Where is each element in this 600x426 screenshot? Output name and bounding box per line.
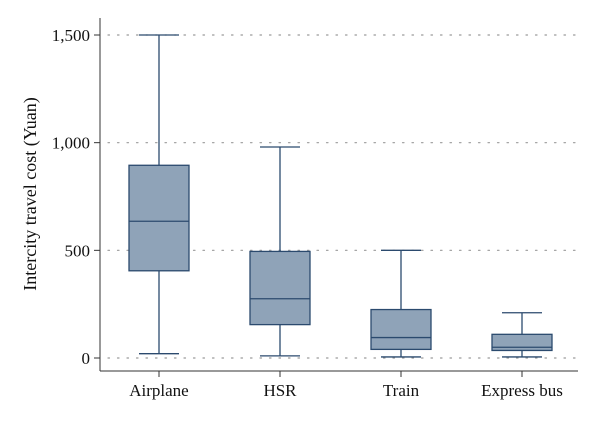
y-tick-label: 1,000: [52, 134, 90, 153]
iqr-box: [249, 250, 311, 326]
iqr-box: [370, 308, 432, 351]
x-tick-label: Train: [383, 381, 420, 400]
y-tick-label: 1,500: [52, 26, 90, 45]
iqr-box: [128, 164, 190, 272]
y-axis-label: Intercity travel cost (Yuan): [20, 97, 41, 290]
iqr-box: [491, 333, 553, 352]
y-tick-label: 500: [65, 241, 91, 260]
box-express-bus: [491, 312, 553, 358]
box-airplane: [128, 34, 190, 355]
x-tick-label: Airplane: [129, 381, 188, 400]
box-train: [370, 249, 432, 358]
x-tick-label: Express bus: [481, 381, 563, 400]
boxes: [128, 34, 553, 358]
y-tick-label: 0: [82, 349, 91, 368]
y-ticks: 0 500 1,000 1,500: [52, 26, 100, 368]
x-tick-label: HSR: [263, 381, 297, 400]
x-ticks: Airplane HSR Train Express bus: [129, 371, 563, 400]
box-hsr: [249, 146, 311, 357]
axes: [99, 18, 578, 372]
